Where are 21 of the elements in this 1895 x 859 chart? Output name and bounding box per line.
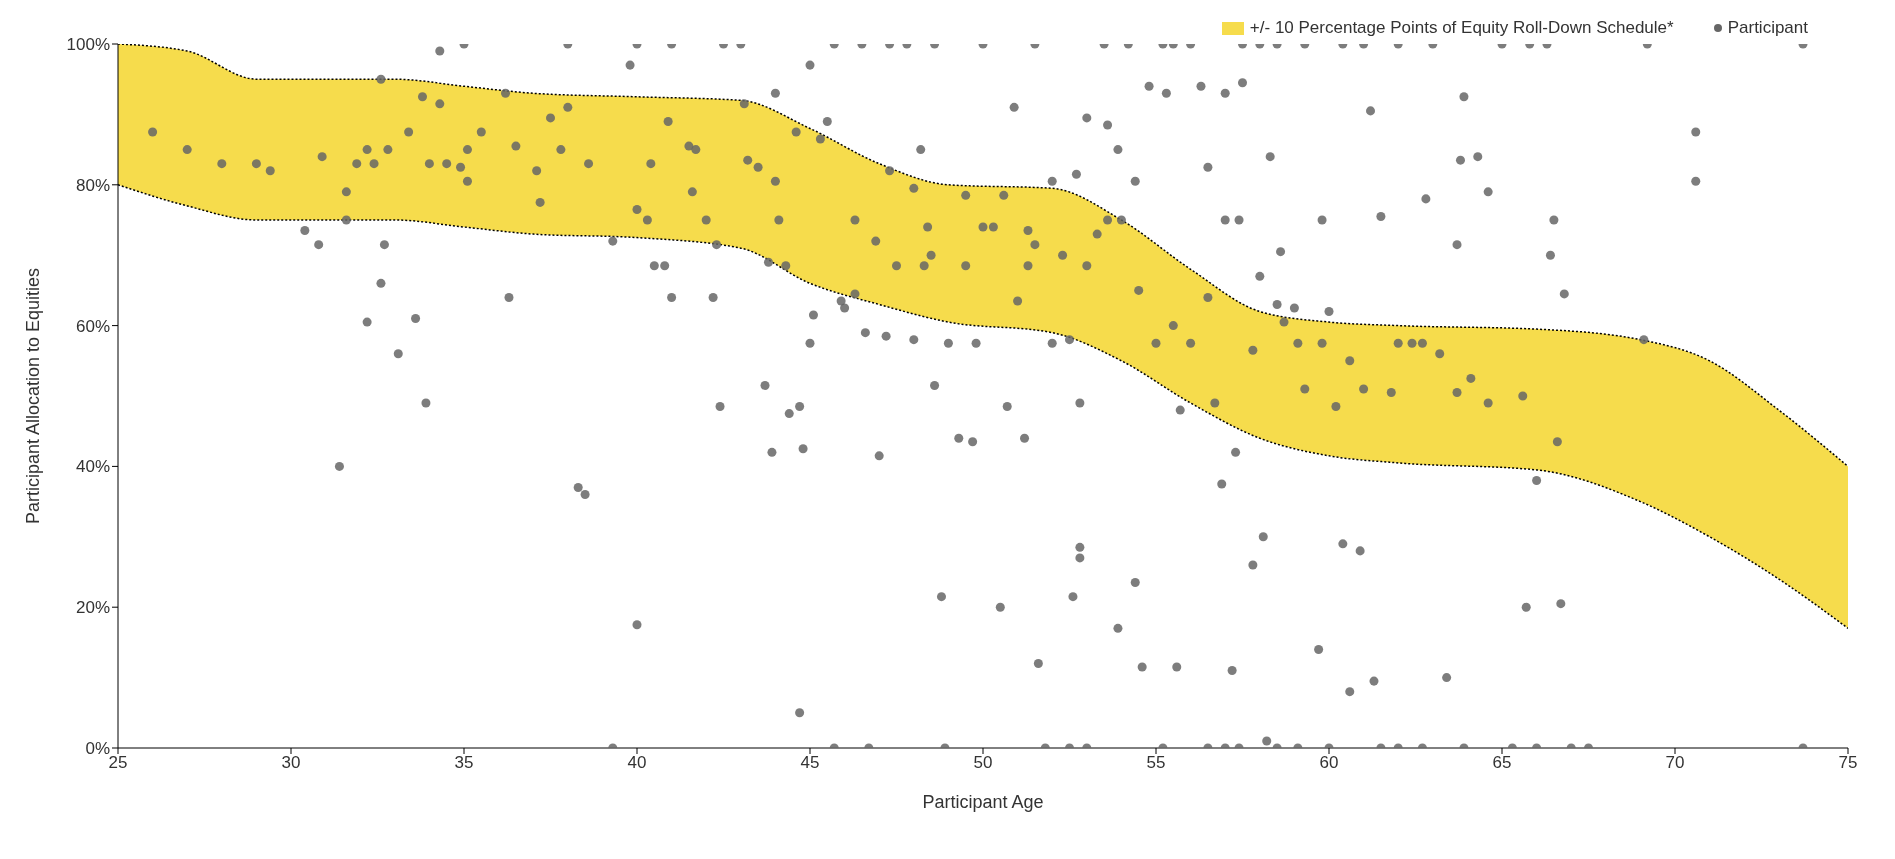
x-tick-label: 35 [454, 753, 474, 773]
x-tick-label: 40 [627, 753, 647, 773]
x-tick-label: 70 [1665, 753, 1685, 773]
y-tick-label: 40% [75, 457, 110, 477]
legend-label: Participant [1727, 18, 1808, 38]
x-tick-label: 45 [800, 753, 820, 773]
y-axis-title: Participant Allocation to Equities [23, 267, 44, 525]
y-tick-label: 20% [75, 598, 110, 618]
y-tick-label: 100% [66, 35, 110, 55]
legend-label: +/- 10 Percentage Points of Equity Roll-Down Schedule* [1249, 18, 1674, 38]
x-tick-label: 25 [108, 753, 128, 773]
x-axis-title: Participant Age [922, 792, 1044, 812]
x-tick-label: 55 [1146, 753, 1166, 773]
y-tick-label: 0% [85, 739, 110, 759]
x-tick-label: 65 [1492, 753, 1512, 773]
x-tick-label: 50 [973, 753, 993, 773]
y-tick-label: 80% [75, 175, 110, 195]
x-tick-label: 75 [1838, 753, 1858, 773]
x-tick-label: 30 [281, 753, 301, 773]
x-tick-label: 60 [1319, 753, 1339, 773]
y-tick-label: 60% [75, 316, 110, 336]
